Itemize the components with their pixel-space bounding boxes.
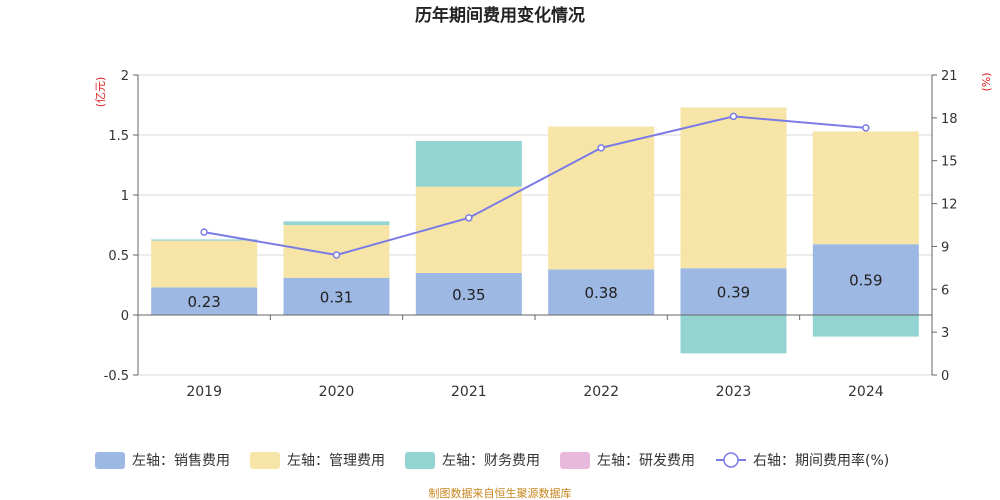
legend-label: 左轴：销售费用 bbox=[132, 453, 230, 469]
right-tick-label: 6 bbox=[941, 283, 949, 298]
bar-segment bbox=[283, 221, 390, 225]
data-label: 0.38 bbox=[584, 284, 617, 302]
left-tick-label: 0.5 bbox=[108, 249, 129, 264]
legend-label: 左轴：财务费用 bbox=[442, 453, 540, 469]
legend-swatch bbox=[560, 452, 590, 469]
x-tick-label: 2022 bbox=[583, 384, 619, 400]
x-tick-label: 2020 bbox=[319, 384, 355, 400]
left-tick-label: 0 bbox=[121, 309, 129, 324]
right-tick-label: 18 bbox=[941, 112, 958, 127]
rate-point bbox=[465, 214, 473, 222]
rate-point bbox=[597, 144, 605, 152]
data-label: 0.23 bbox=[187, 293, 220, 311]
bar-segment bbox=[812, 244, 919, 315]
x-tick-label: 2021 bbox=[451, 384, 487, 400]
right-axis-unit: (%) bbox=[980, 72, 993, 91]
legend-marker bbox=[723, 452, 739, 468]
bar-segment bbox=[151, 287, 258, 315]
right-tick-label: 12 bbox=[941, 198, 958, 213]
legend-swatch bbox=[250, 452, 280, 469]
rate-line-path bbox=[203, 115, 866, 257]
right-tick-label: 0 bbox=[941, 369, 949, 384]
bar-segment bbox=[812, 315, 919, 337]
legend-label: 左轴：研发费用 bbox=[597, 453, 695, 469]
left-tick-label: -0.5 bbox=[104, 369, 129, 384]
data-label: 0.31 bbox=[320, 288, 353, 306]
legend-label: 右轴：期间费用率(%) bbox=[753, 452, 889, 469]
legend-swatch bbox=[405, 452, 435, 469]
x-tick-label: 2024 bbox=[848, 384, 884, 400]
x-tick-label: 2019 bbox=[186, 384, 222, 400]
right-tick-label: 15 bbox=[941, 155, 958, 170]
left-tick-label: 1.5 bbox=[108, 129, 129, 144]
bar-segment bbox=[680, 315, 787, 354]
rate-point bbox=[729, 112, 738, 121]
data-labels: 0.23 0.31 0.35 0.38 0.39 0.59 bbox=[187, 272, 882, 312]
rate-point bbox=[332, 251, 341, 259]
bar-segment bbox=[680, 107, 787, 269]
rate-point bbox=[862, 124, 870, 132]
left-tick-label: 1 bbox=[121, 189, 129, 204]
legend[interactable]: 左轴：销售费用 左轴：管理费用 左轴：财务费用 左轴：研发费用 右轴：期间费用率(%) bbox=[95, 452, 889, 469]
bar-segment bbox=[415, 141, 522, 187]
bar-segment bbox=[151, 240, 258, 288]
x-tick-label: 2023 bbox=[716, 384, 752, 400]
chart-title: 历年期间费用变化情况 bbox=[415, 5, 585, 26]
bar-segment bbox=[548, 269, 655, 315]
left-axis-unit: (亿元) bbox=[94, 77, 107, 108]
data-label: 0.35 bbox=[452, 286, 485, 304]
bar-segment bbox=[415, 186, 522, 273]
bar-segment bbox=[151, 239, 258, 241]
left-tick-label: 2 bbox=[121, 69, 129, 84]
data-label: 0.59 bbox=[849, 272, 882, 290]
bar-segment bbox=[680, 268, 787, 315]
bars bbox=[151, 107, 919, 354]
right-tick-label: 21 bbox=[941, 69, 958, 84]
rate-line bbox=[200, 112, 870, 259]
legend-swatch bbox=[95, 452, 125, 469]
source-note: 制图数据来自恒生聚源数据库 bbox=[429, 486, 572, 500]
bar-segment bbox=[812, 131, 919, 245]
right-tick-label: 9 bbox=[941, 240, 949, 255]
bar-segment bbox=[283, 277, 390, 315]
axes: -0.5 0 0.5 1 1.5 2 0 3 6 9 12 15 18 21 2019 2020 2021 202… bbox=[94, 69, 993, 400]
bar-segment bbox=[415, 273, 522, 315]
right-tick-label: 3 bbox=[941, 326, 949, 341]
legend-label: 左轴：管理费用 bbox=[287, 453, 385, 469]
data-label: 0.39 bbox=[717, 284, 750, 302]
rate-point bbox=[200, 228, 208, 236]
